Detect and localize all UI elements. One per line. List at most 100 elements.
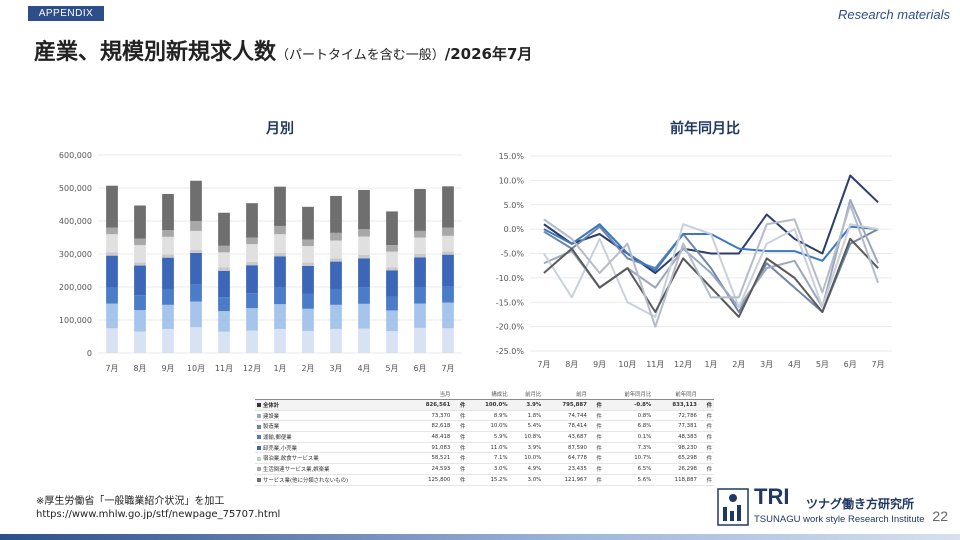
industry-name-cell: 運輸,郵便業 <box>255 431 407 443</box>
bar-segment <box>302 262 314 266</box>
y-tick-label: 500,000 <box>59 184 92 193</box>
bar-segment <box>442 186 454 228</box>
table-cell: 件 <box>452 442 468 454</box>
bar-segment <box>218 212 230 246</box>
bar-segment <box>106 185 118 228</box>
bar-segment <box>330 304 342 329</box>
industry-name-cell: 卸売業,小売業 <box>255 442 407 454</box>
yoy-line-chart: 15.0% 10.0% 5.0% 0.0% -5.0% -10.0% -15.0% -20.0… <box>496 152 892 369</box>
yoy-chart-title: 前年同月比 <box>670 121 740 137</box>
industry-name-cell: 建設業 <box>255 410 407 422</box>
industry-name: 卸売業,小売業 <box>263 445 298 452</box>
table-cell: 100.0% <box>467 399 510 411</box>
research-materials-label: Research materials <box>838 7 950 22</box>
bar-segment <box>246 244 258 262</box>
table-cell: 48,418 <box>406 431 453 443</box>
table-cell: 5.6% <box>603 474 654 486</box>
table-cell: 74,744 <box>543 410 589 422</box>
legend-swatch <box>257 478 261 483</box>
table-cell: 件 <box>452 474 468 486</box>
table-cell: 795,887 <box>543 399 589 411</box>
x-tick-label: 8月 <box>133 364 146 373</box>
bar-segment <box>190 230 202 250</box>
bar-segment <box>358 229 370 237</box>
bar-segment <box>386 331 398 353</box>
bar-segment <box>190 301 202 328</box>
table-cell: 0.8% <box>603 410 654 422</box>
table-cell: 0.1% <box>603 431 654 443</box>
bar-segment <box>302 239 314 247</box>
legend-swatch <box>257 446 261 451</box>
bar-segment <box>358 287 370 304</box>
bar-segment <box>106 303 118 329</box>
industry-name-cell: サービス業(他に分類されないもの) <box>255 474 407 486</box>
table-cell: 10.8% <box>509 431 544 443</box>
y-tick-label: 15.0% <box>499 152 525 161</box>
y-tick-label: -15.0% <box>496 298 525 307</box>
bar-segment <box>246 330 258 353</box>
appendix-tag: APPENDIX <box>28 6 104 21</box>
bar-segment <box>330 240 342 259</box>
bar-segment <box>190 253 202 285</box>
table-cell: 826,561 <box>406 399 453 411</box>
industry-name: 建設業 <box>263 413 280 420</box>
x-tick-label: 12月 <box>674 360 692 369</box>
y-tick-label: 100,000 <box>59 316 92 325</box>
table-header-cell <box>588 389 604 400</box>
table-cell: 833,113 <box>653 399 699 411</box>
industry-summary-table: 当月 構成比 前月比 前月 前年同月比 前年同月 全体計 826,561 件 100.0% 3.9… <box>255 389 714 486</box>
title-date: /2026年7月 <box>444 45 533 63</box>
table-cell: 件 <box>452 452 468 465</box>
table-cell: 73,370 <box>406 410 453 422</box>
bar-segment <box>134 265 146 296</box>
table-cell: 43,687 <box>543 431 589 443</box>
x-tick-label: 4月 <box>357 364 370 373</box>
bar-segment <box>106 252 118 256</box>
y-tick-label: -20.0% <box>496 323 525 332</box>
table-row: 運輸,郵便業 48,418 件 5.9% 10.8% 43,687 件 0.1% 48,383 件 <box>255 431 714 443</box>
y-tick-label: 0.0% <box>504 225 525 234</box>
table-cell: 10.0% <box>509 452 544 465</box>
bar-segment <box>330 232 342 241</box>
bar-segment <box>442 286 454 303</box>
table-cell: -0.8% <box>603 399 654 411</box>
table-cell: 6.5% <box>603 463 654 475</box>
bar-segment <box>134 310 146 332</box>
bar-segment <box>442 227 454 236</box>
source-url-link[interactable]: https://www.mhlw.go.jp/stf/newpage_75707… <box>36 509 281 520</box>
bar-segment <box>414 188 426 231</box>
industry-name: サービス業(他に分類されないもの) <box>263 477 349 484</box>
table-cell: 1.8% <box>509 410 544 422</box>
bar-segment <box>358 189 370 230</box>
table-header-cell: 前月 <box>543 389 589 400</box>
x-tick-label: 6月 <box>844 360 857 369</box>
y-tick-label: 5.0% <box>504 201 525 210</box>
y-tick-label: -10.0% <box>496 274 525 283</box>
bar-segment <box>358 236 370 255</box>
bar-segment <box>274 328 286 353</box>
legend-swatch <box>257 424 261 429</box>
bar-segment <box>134 205 146 239</box>
bar-segment <box>246 203 258 238</box>
table-cell: 件 <box>452 431 468 443</box>
table-header-cell: 構成比 <box>467 389 510 400</box>
table-cell: 15.2% <box>467 474 510 486</box>
bar-segment <box>414 237 426 254</box>
bar-segment <box>330 261 342 289</box>
x-tick-label: 1月 <box>273 364 286 373</box>
bar-segment <box>274 287 286 305</box>
x-tick-label: 12月 <box>243 364 261 373</box>
bar-segment <box>414 287 426 304</box>
industry-name: 運輸,郵便業 <box>263 434 292 441</box>
bar-segment <box>442 328 454 353</box>
bar-segment <box>218 331 230 353</box>
table-cell: 件 <box>588 452 604 465</box>
bar-segment <box>162 328 174 353</box>
table-row: 宿泊業,飲食サービス業 58,521 件 7.1% 10.0% 64,778 件 10.7% 6… <box>255 452 714 465</box>
table-cell: 65,298 <box>653 452 699 465</box>
table-header-cell <box>452 389 468 400</box>
table-cell: 98,230 <box>653 442 699 454</box>
legend-swatch <box>257 467 261 472</box>
title-main: 産業、規模別新規求人数 <box>34 40 277 65</box>
bar-segment <box>414 303 426 328</box>
